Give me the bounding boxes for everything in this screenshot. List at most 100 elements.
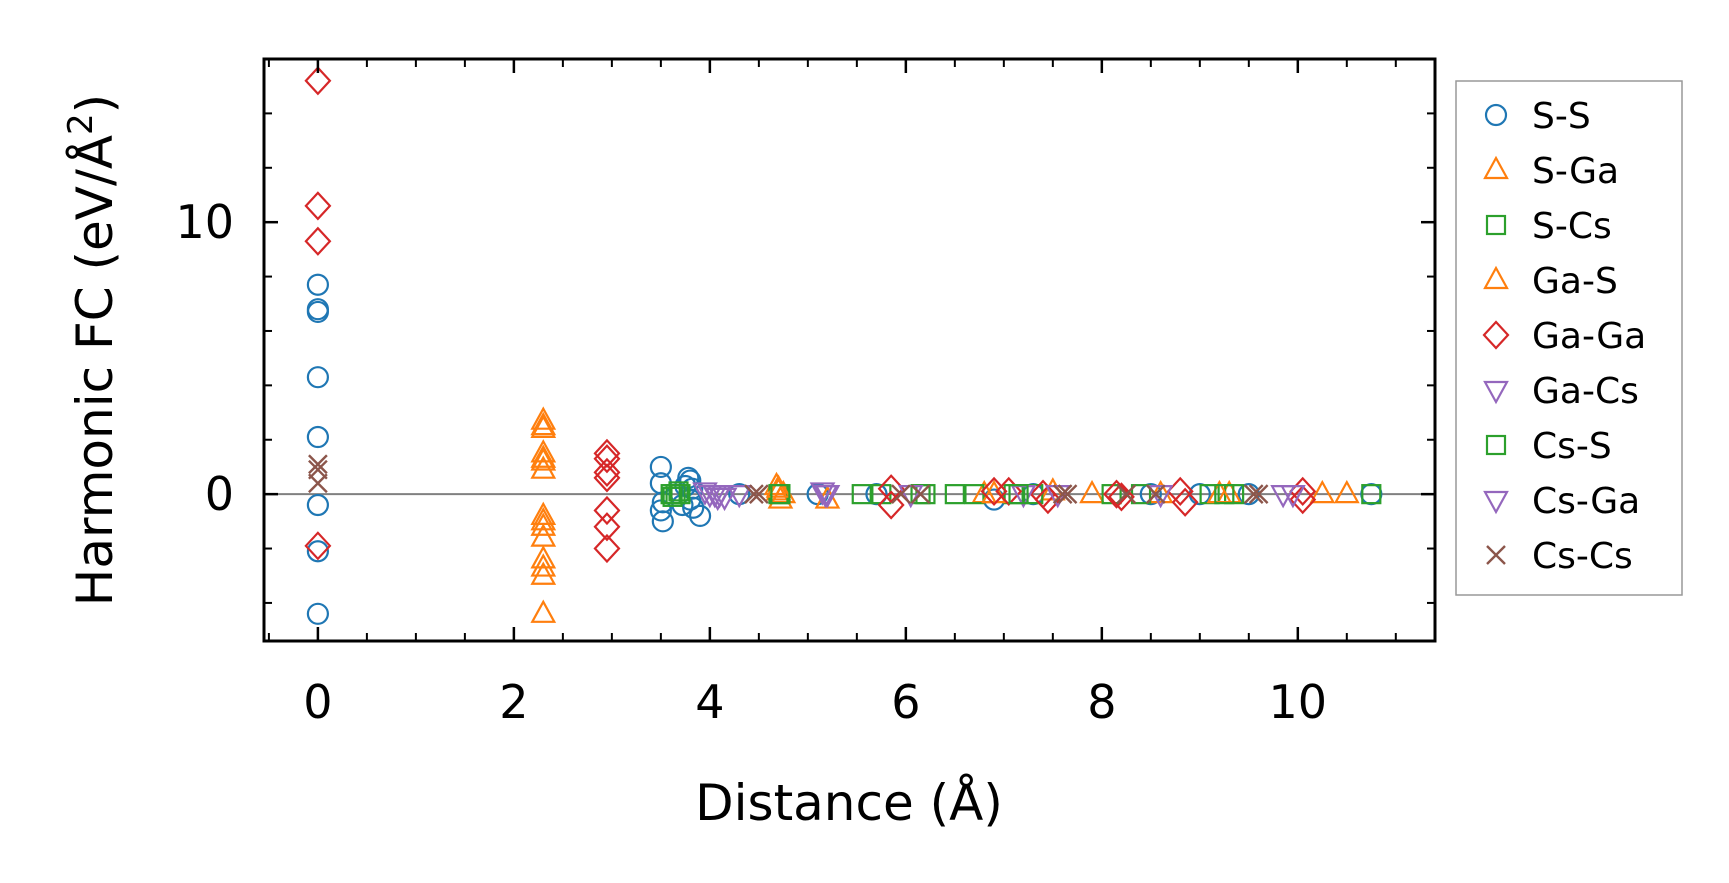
data-point (812, 485, 839, 509)
legend-marker (1484, 103, 1508, 127)
data-point (1079, 479, 1105, 504)
y-axis-label-close: ) (66, 94, 124, 114)
data-point (593, 533, 621, 564)
legend-label: Cs-Cs (1532, 536, 1633, 577)
data-point (1243, 484, 1264, 504)
x-tick-label: 2 (499, 675, 528, 729)
legend-item: S-S (1484, 96, 1591, 137)
data-point (688, 504, 712, 527)
data-point (809, 482, 836, 506)
data-point (1270, 485, 1296, 509)
data-point (704, 487, 731, 512)
data-point (981, 479, 1007, 504)
data-point (649, 455, 672, 479)
data-point (851, 484, 872, 505)
data-point (530, 545, 557, 569)
legend-marker (1483, 490, 1509, 515)
data-point (1052, 484, 1073, 504)
legend-label: S-S (1532, 96, 1591, 137)
legend-label: Ga-S (1532, 261, 1618, 302)
series-ga-s (530, 411, 1233, 577)
legend-item: Cs-Cs (1486, 536, 1633, 577)
legend-item: Ga-Cs (1483, 371, 1639, 412)
axis-ticks (264, 58, 1435, 641)
data-point (306, 425, 329, 449)
legend-marker (1485, 434, 1507, 456)
data-point (682, 496, 705, 519)
x-axis-label: Distance (Å) (695, 774, 1003, 832)
y-axis-label: Harmonic FC (eV/Å2) (61, 94, 124, 606)
data-point (765, 477, 792, 501)
data-point (1145, 484, 1166, 504)
data-point (697, 485, 723, 509)
series-s-s (306, 273, 1383, 625)
data-point (668, 481, 689, 502)
legend-marker (1483, 155, 1509, 180)
x-tick-label: 0 (303, 675, 332, 729)
y-tick-labels: 0 10 (175, 195, 234, 521)
data-point (306, 493, 329, 517)
data-point (1214, 484, 1235, 505)
data-point (530, 599, 557, 623)
y-tick-label: 0 (205, 467, 234, 521)
data-point (1103, 479, 1131, 509)
data-point (593, 512, 621, 542)
legend-item: Ga-S (1483, 261, 1618, 302)
data-point (891, 484, 911, 504)
legend-items: S-S S-Ga S-Cs Ga-S Ga-Ga Ga-Cs Cs-S Cs-Ga Cs-Cs (1482, 96, 1646, 577)
data-point (306, 366, 329, 389)
data-point (910, 484, 931, 504)
data-point (1008, 484, 1029, 505)
legend-label: S-Ga (1532, 151, 1619, 192)
legend-marker (1486, 545, 1506, 565)
data-point (944, 484, 965, 505)
data-point (306, 602, 329, 625)
data-point (744, 484, 764, 504)
data-point (530, 444, 557, 468)
data-point (1333, 479, 1360, 504)
data-point (308, 473, 328, 494)
legend-label: S-Cs (1532, 206, 1612, 247)
data-point (1289, 484, 1317, 515)
legend-marker (1482, 320, 1510, 350)
data-point (304, 226, 332, 256)
data-point (530, 411, 557, 436)
x-tick-label: 8 (1087, 675, 1116, 729)
data-point (530, 447, 557, 471)
data-point (304, 191, 332, 221)
legend-marker (1483, 265, 1509, 290)
data-point (593, 495, 621, 526)
data-point (662, 486, 683, 507)
data-points (304, 66, 1383, 625)
data-point (1116, 484, 1137, 504)
data-point (308, 454, 328, 475)
data-point (304, 66, 332, 96)
data-point (530, 439, 557, 463)
legend-label: Cs-S (1532, 426, 1612, 467)
data-point (877, 490, 905, 520)
legend: S-S S-Ga S-Cs Ga-S Ga-Ga Ga-Cs Cs-S Cs-Ga Cs-Cs (1455, 80, 1683, 596)
data-point (1309, 479, 1336, 504)
legend-label: Cs-Ga (1532, 481, 1640, 522)
data-point (306, 300, 329, 324)
data-point (765, 474, 792, 498)
data-point (1248, 484, 1269, 504)
data-point (593, 463, 621, 493)
x-tick-label: 10 (1269, 675, 1328, 729)
data-point (306, 540, 329, 563)
y-axis-label-main: Harmonic FC (eV/Å (66, 135, 124, 606)
legend-marker (1483, 380, 1509, 405)
data-point (530, 507, 557, 531)
data-point (1361, 484, 1382, 505)
data-point (877, 474, 905, 504)
legend-item: S-Ga (1483, 151, 1619, 192)
legend-marker (1485, 214, 1507, 236)
data-point (670, 484, 691, 505)
legend-item: Ga-Ga (1482, 316, 1646, 357)
x-tick-labels: 0 2 4 6 8 10 (303, 675, 1327, 729)
data-point (593, 457, 621, 488)
plot-frame (262, 57, 1437, 643)
series-ga-ga (304, 66, 1317, 564)
data-point (530, 512, 557, 536)
